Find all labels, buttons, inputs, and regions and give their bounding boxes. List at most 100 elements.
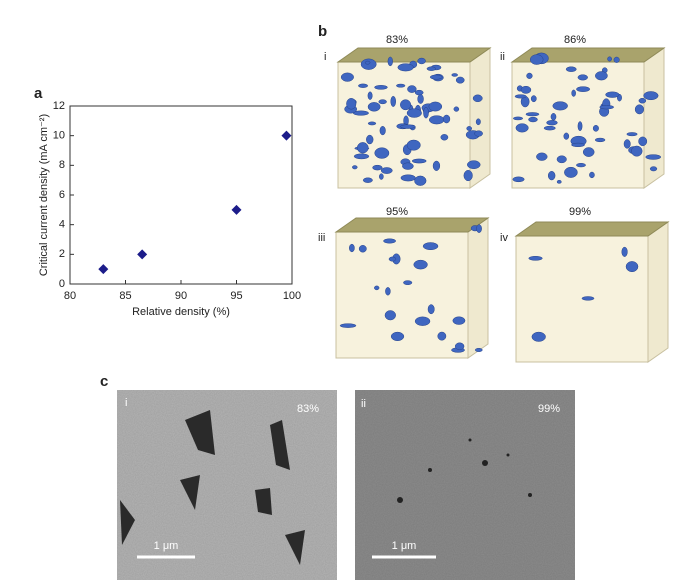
render-density: 86%	[564, 34, 586, 46]
y-tick-label: 2	[59, 248, 65, 260]
sem-image	[355, 390, 575, 580]
pore-blob	[349, 243, 355, 253]
pore-blob	[358, 83, 368, 88]
pore-blob	[388, 256, 397, 262]
pore-blob	[437, 331, 447, 341]
pore-blob	[417, 94, 424, 104]
pore-blob	[413, 259, 428, 270]
pore-blob	[475, 118, 481, 126]
image-index: ii	[361, 398, 366, 410]
pore-blob	[547, 171, 556, 181]
pore-blob	[397, 63, 414, 72]
pore-blob	[576, 86, 591, 92]
pore-blob	[374, 85, 388, 90]
render-density: 99%	[569, 206, 591, 218]
pore-blob	[387, 56, 393, 67]
pore-blob	[362, 177, 373, 183]
cube-top	[336, 47, 492, 63]
render-index: i	[324, 51, 326, 63]
pore-blob	[423, 106, 429, 119]
pore-blob	[414, 316, 431, 326]
x-axis-label: Relative density (%)	[132, 306, 230, 318]
pore-blob	[384, 310, 396, 321]
pore-blob	[556, 179, 562, 184]
panel-label: c	[100, 373, 108, 390]
pore-blob	[402, 162, 414, 170]
pore-blob	[564, 166, 578, 178]
pore-blob	[605, 91, 620, 98]
pore-blob	[406, 139, 421, 151]
render-index: iv	[500, 232, 508, 244]
pore-blob	[374, 285, 380, 291]
point	[137, 249, 148, 260]
pore-blob	[390, 95, 396, 107]
pore-blob	[383, 238, 396, 244]
pore-blob	[514, 94, 527, 99]
pore-blob	[631, 145, 643, 157]
scale-label: 1 μm	[392, 540, 417, 552]
pores	[397, 438, 532, 503]
render-cube	[334, 217, 490, 359]
pore-blob	[546, 120, 558, 126]
pore-blob	[530, 95, 537, 103]
pore-blob	[353, 153, 370, 160]
pore-blob	[400, 174, 416, 182]
pore-blob	[428, 101, 443, 112]
pore-blob	[417, 57, 426, 65]
pore-blob	[621, 246, 628, 257]
pore-blob	[638, 136, 648, 147]
pore-blob	[400, 124, 416, 129]
pore-blob	[403, 280, 413, 286]
pore-blob	[374, 147, 390, 159]
point	[98, 264, 109, 275]
pore-blob	[452, 316, 466, 325]
cube-top	[334, 217, 490, 233]
pore-blob	[589, 171, 595, 179]
pore-blob	[427, 304, 435, 315]
cube-side	[467, 217, 489, 359]
pore-blob	[513, 116, 524, 121]
pore-blob	[599, 105, 615, 110]
pore-blob	[407, 85, 417, 93]
pore-blob	[429, 74, 443, 80]
point	[281, 130, 292, 141]
pore-blob	[442, 114, 451, 124]
pore-blob	[385, 287, 391, 296]
pore-blob	[474, 347, 483, 352]
pore-blob	[515, 123, 529, 133]
pore-blob	[543, 125, 556, 131]
render-index: iii	[318, 232, 325, 244]
pore-blob	[638, 97, 647, 104]
pore-blob	[379, 126, 386, 136]
pore-blob	[526, 72, 533, 79]
plot-frame	[69, 105, 293, 285]
pore-blob	[592, 125, 599, 132]
y-axis-label: Critical current density (mA cm⁻²)	[38, 114, 50, 276]
panel-label: b	[318, 23, 327, 40]
pore-blob	[649, 166, 658, 172]
pore-blob	[453, 106, 460, 112]
pore-blob	[552, 101, 568, 111]
pore-blob	[571, 142, 585, 147]
pore-blob	[577, 121, 583, 132]
pore-blob	[406, 108, 422, 118]
pore-blob	[467, 160, 481, 170]
pore-blob	[472, 94, 483, 103]
y-tick-label: 12	[53, 100, 65, 112]
pore-blob	[466, 126, 472, 131]
pore-blob	[528, 116, 538, 123]
pore-blob	[451, 73, 458, 77]
pore-blob	[358, 245, 367, 253]
pore-blob	[626, 132, 638, 137]
pore-blob	[623, 139, 631, 149]
pore-blob	[367, 91, 373, 100]
cube-side	[647, 221, 669, 363]
pore-blob	[607, 56, 612, 62]
x-tick-label: 90	[175, 290, 187, 302]
pore-blob	[595, 71, 608, 81]
pore-blob	[577, 74, 588, 81]
point	[231, 204, 242, 215]
pore-blob	[520, 85, 532, 94]
pore-blob	[352, 165, 358, 170]
x-tick-label: 85	[119, 290, 131, 302]
